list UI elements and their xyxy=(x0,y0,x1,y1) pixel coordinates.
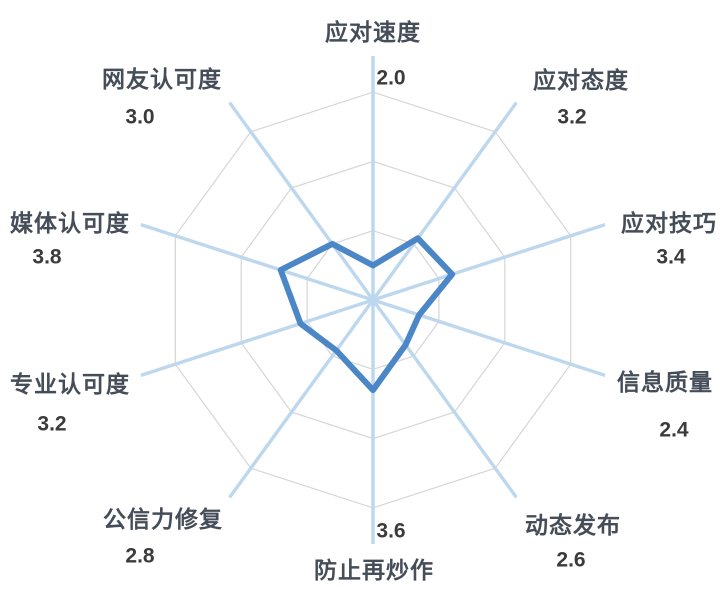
axis-value-label: 3.8 xyxy=(32,246,62,269)
axis-value-label: 2.6 xyxy=(556,549,585,572)
axis-line xyxy=(228,101,375,301)
axis-value-label: 2.8 xyxy=(125,545,155,568)
axis-line xyxy=(140,298,374,378)
axis-value-label: 3.6 xyxy=(376,520,405,543)
axis-category-label: 专业认可度 xyxy=(10,371,130,397)
axis-category-label: 媒体认可度 xyxy=(10,210,130,236)
axis-category-label: 网友认可度 xyxy=(102,66,222,92)
axis-line xyxy=(371,101,518,301)
axis-category-label: 公信力修复 xyxy=(103,506,223,532)
axis-line xyxy=(371,299,518,499)
axis-value-label: 2.0 xyxy=(376,67,405,90)
axis-line xyxy=(140,222,374,302)
axis-line xyxy=(372,298,606,378)
axis-category-label: 应对速度 xyxy=(325,19,421,45)
axis-value-label: 3.0 xyxy=(125,106,154,129)
axis-category-label: 动态发布 xyxy=(525,512,621,538)
axis-category-label: 信息质量 xyxy=(617,369,713,395)
axis-value-label: 2.4 xyxy=(659,419,689,442)
axis-value-label: 3.4 xyxy=(656,246,686,269)
axis-category-label: 应对技巧 xyxy=(621,210,717,236)
axis-value-label: 3.2 xyxy=(557,106,586,129)
axis-line xyxy=(228,299,375,499)
axis-category-label: 应对态度 xyxy=(533,67,629,93)
axis-line xyxy=(372,222,606,302)
axis-category-label: 防止再炒作 xyxy=(314,557,434,583)
axis-value-label: 3.2 xyxy=(37,413,66,436)
series-polygon xyxy=(277,235,456,394)
